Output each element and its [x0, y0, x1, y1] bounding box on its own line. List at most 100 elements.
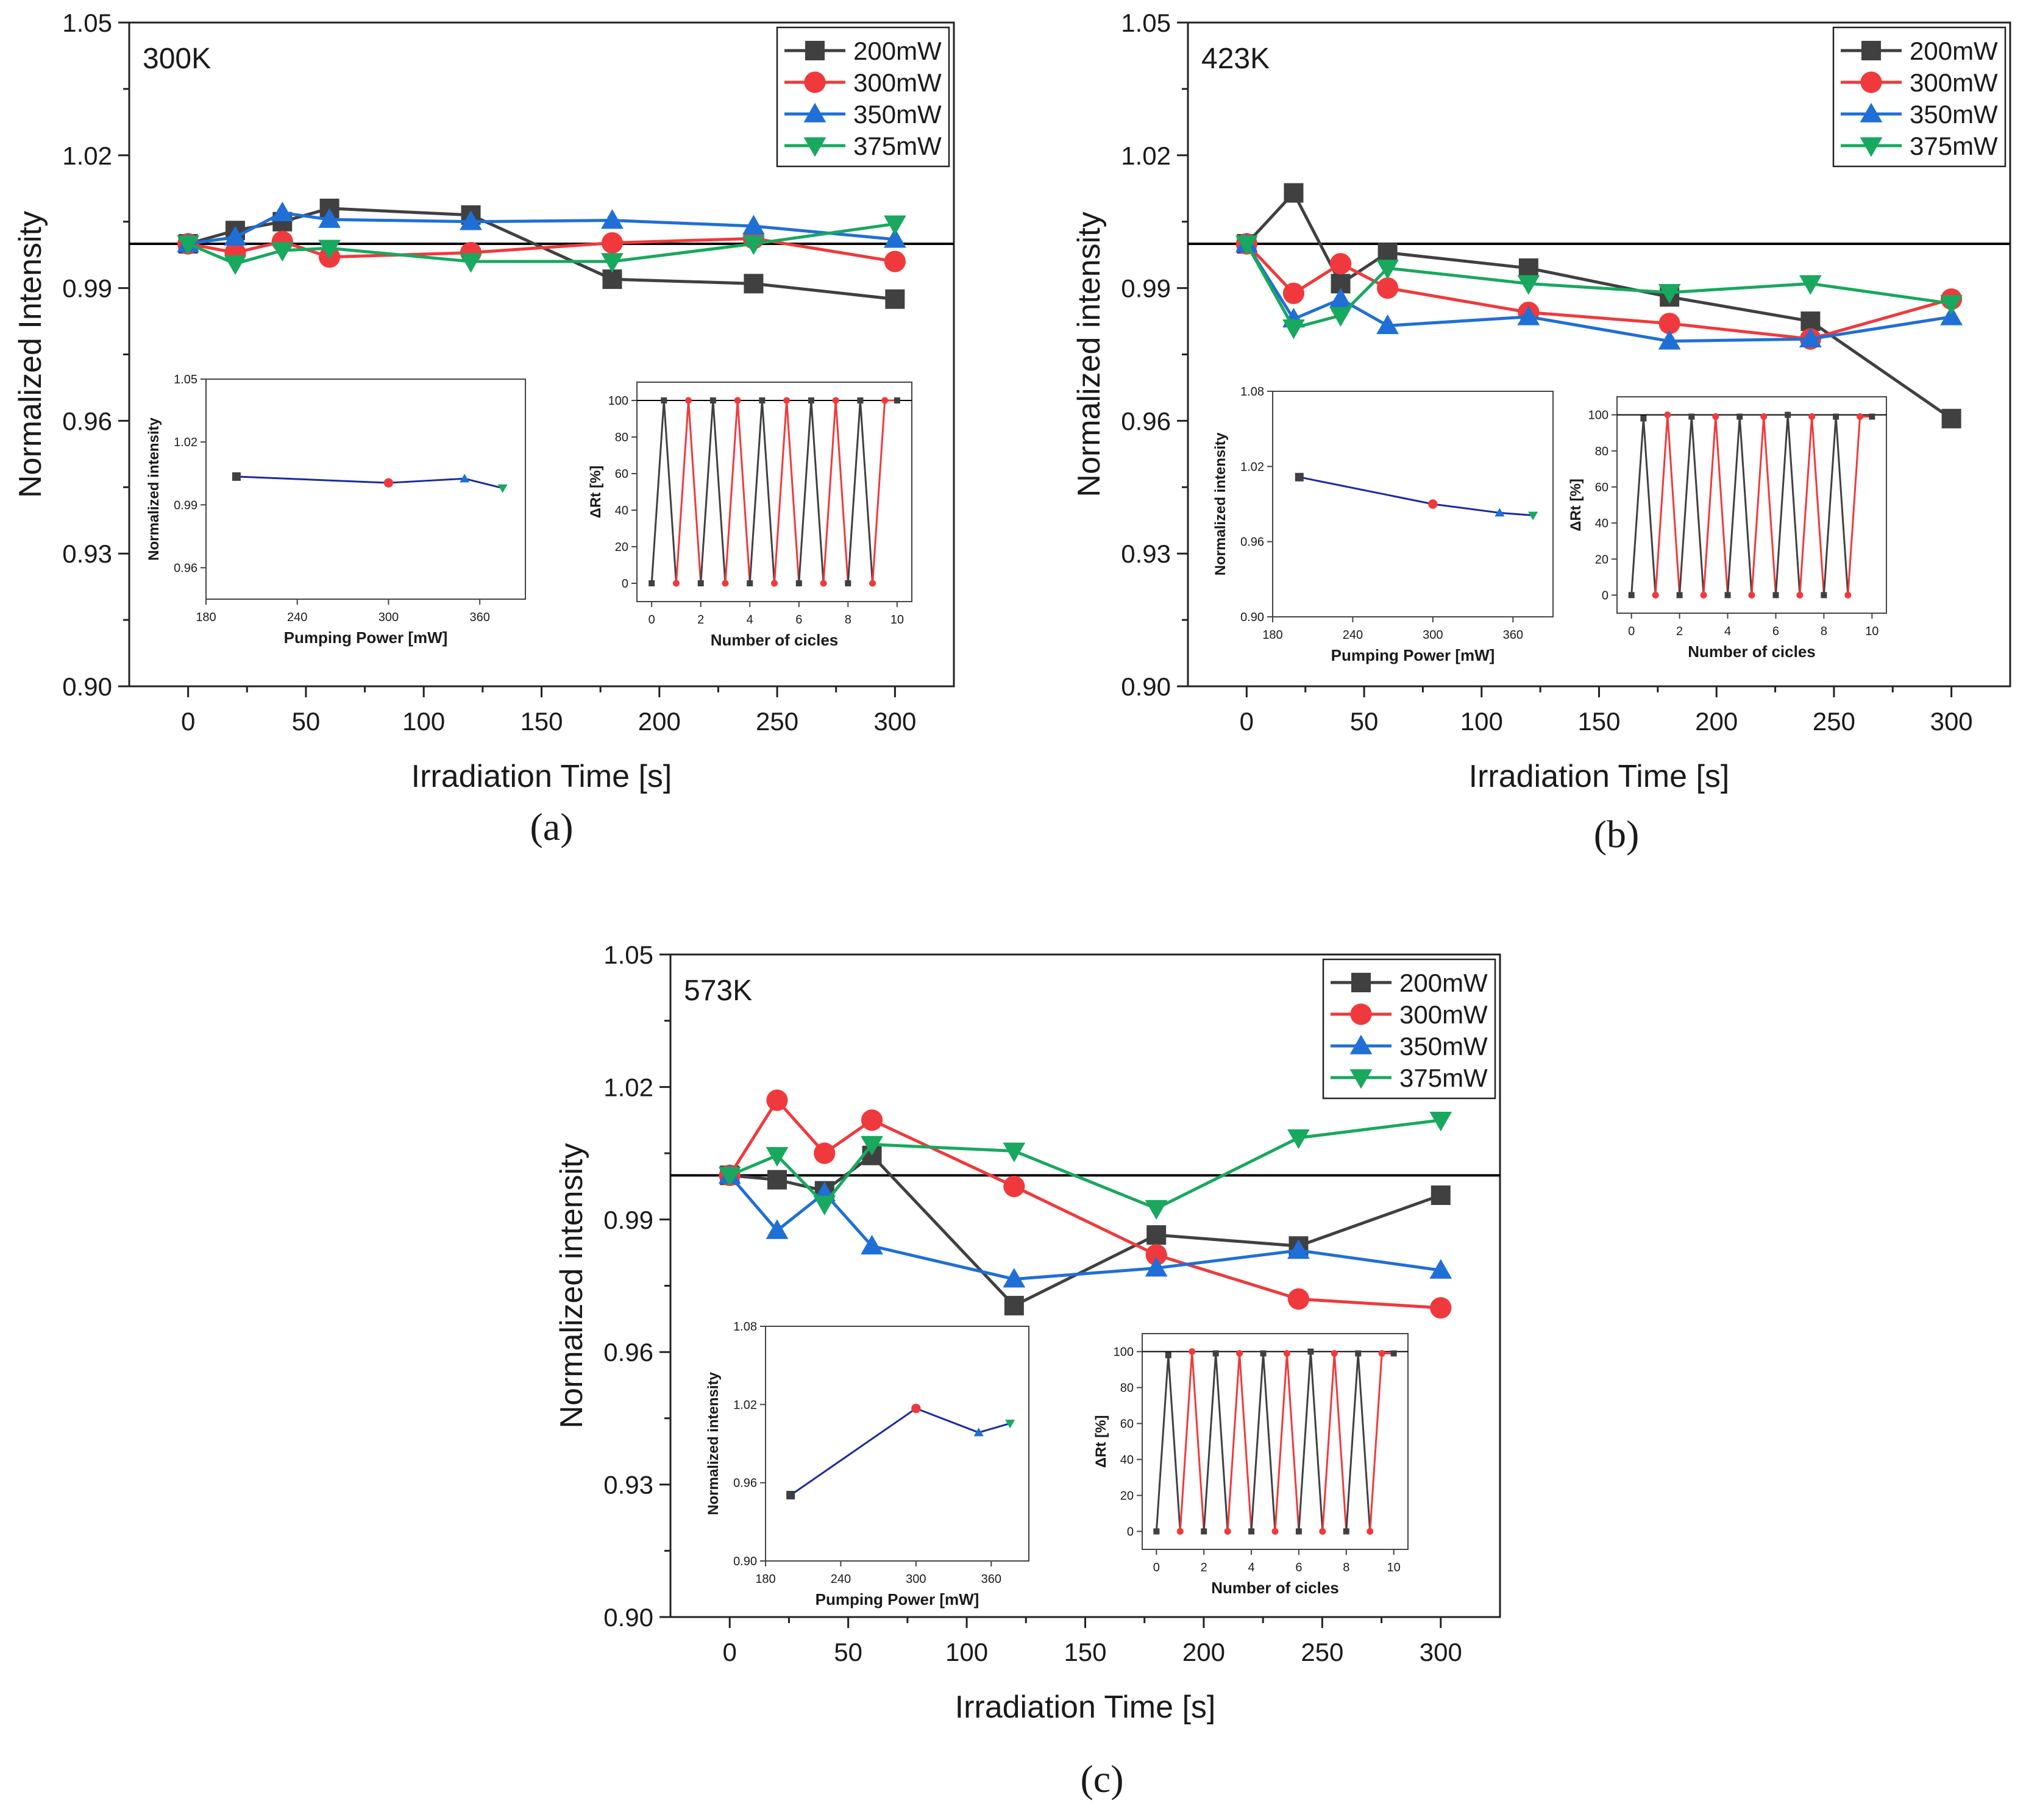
- cycle-segment: [1751, 416, 1765, 595]
- legend-marker: [1349, 1034, 1373, 1054]
- inset-line: [1299, 476, 1534, 516]
- inset-line: [236, 475, 503, 489]
- cycle-segment: [1345, 1353, 1359, 1532]
- cycle-point: [685, 397, 692, 404]
- panel-caption: (a): [530, 805, 573, 848]
- cycle-segment: [1654, 414, 1669, 595]
- cycle-point: [1857, 413, 1864, 421]
- inset-y-tick-label: 0.99: [174, 499, 197, 512]
- cycle-point: [661, 397, 667, 403]
- inset-y-tick-label: 1.02: [733, 1398, 757, 1412]
- data-point: [601, 209, 624, 229]
- cycle-point: [1712, 413, 1719, 421]
- inset-y-tick-label: 0.90: [1240, 611, 1264, 624]
- legend-label: 200mW: [853, 37, 942, 65]
- temperature-annotation: 573K: [684, 975, 752, 1007]
- inset-y-tick-label: 100: [608, 394, 628, 408]
- data-point: [1376, 260, 1399, 280]
- data-point: [883, 228, 906, 248]
- cycle-segment: [1274, 1353, 1288, 1532]
- inset-x-tick-label: 4: [747, 613, 753, 627]
- inset-power: 180 240 300 360 0.90 0.96 1.02 1.08 Pumping Powe…: [1212, 385, 1554, 664]
- inset-power: 180 240 300 360 0.96 0.99 1.02 1.05 Pumping Powe…: [146, 373, 526, 647]
- data-point: [1329, 307, 1352, 327]
- inset-x-tick-label: 240: [287, 611, 307, 624]
- inset-x-tick-label: 360: [981, 1573, 1001, 1586]
- cycle-point: [1821, 592, 1827, 599]
- inset-y-label: Normalized intensity: [1212, 432, 1229, 575]
- inset-x-tick-label: 0: [1628, 625, 1635, 638]
- inset-y-label: ΔRt [%]: [1568, 478, 1584, 531]
- data-point: [742, 235, 765, 255]
- cycle-segment: [1630, 418, 1644, 595]
- cycle-point: [1224, 1528, 1231, 1535]
- cycle-segment: [1702, 416, 1717, 595]
- data-point: [1377, 243, 1398, 263]
- x-axis: 0 50 100 150 200 250 300: [1240, 686, 1973, 736]
- cycle-segment: [1239, 1353, 1253, 1532]
- data-point: [883, 215, 906, 235]
- x-tick-label: 0: [181, 707, 195, 736]
- series-line: [188, 211, 895, 246]
- cycle-point: [1748, 591, 1755, 599]
- cycle-segment: [675, 400, 690, 584]
- cycle-point: [1676, 592, 1683, 599]
- inset-x-tick-label: 360: [1503, 628, 1523, 642]
- data-point: [1517, 305, 1540, 325]
- x-axis: 0 50 100 150 200 250 300: [181, 686, 916, 736]
- cycle-point: [759, 397, 766, 403]
- data-point: [1145, 1200, 1168, 1220]
- data-point: [767, 1170, 787, 1190]
- inset-x-tick-label: 360: [469, 611, 489, 624]
- data-point: [1282, 319, 1305, 339]
- cycle-segment: [1799, 416, 1813, 595]
- data-point: [177, 235, 200, 255]
- inset-y-tick-label: 40: [1595, 517, 1608, 530]
- legend-label: 300mW: [853, 68, 942, 97]
- legend-marker: [803, 102, 826, 123]
- inset-data-point: [911, 1404, 921, 1413]
- data-point: [1658, 313, 1680, 335]
- inset-data-point: [460, 474, 470, 483]
- data-point: [742, 215, 765, 235]
- inset-frame: [765, 1326, 1029, 1562]
- inset-frame: [1272, 391, 1554, 617]
- series-line: [729, 1153, 1441, 1308]
- cycle-point: [1700, 591, 1707, 599]
- data-point: [1284, 183, 1304, 203]
- cycle-point: [1176, 1528, 1184, 1535]
- inset-x-tick-label: 6: [1772, 625, 1779, 638]
- legend-marker: [1861, 41, 1881, 60]
- inset-x-tick-label: 10: [1865, 625, 1878, 638]
- x-tick-label: 150: [520, 707, 563, 736]
- data-point: [271, 201, 294, 221]
- cycle-point: [857, 397, 864, 403]
- cycle-point: [881, 397, 889, 404]
- inset-y-tick-label: 0: [1602, 589, 1608, 602]
- data-point: [460, 210, 482, 230]
- inset-x-tick-label: 180: [196, 611, 216, 624]
- data-point: [318, 208, 341, 228]
- cycle-point: [672, 580, 680, 587]
- inset-y-tick-label: 80: [615, 431, 628, 444]
- y-tick-label: 0.93: [603, 1471, 653, 1499]
- series-line: [1245, 190, 1953, 420]
- data-point: [1329, 288, 1352, 308]
- cycle-point: [869, 580, 876, 587]
- cycle-segment: [1690, 416, 1705, 595]
- data-point: [1287, 1239, 1310, 1259]
- series-line: [728, 1174, 1441, 1281]
- data-point: [885, 289, 905, 309]
- data-point: [766, 1089, 788, 1111]
- x-tick-label: 250: [1301, 1638, 1343, 1666]
- data-point: [1004, 1296, 1024, 1316]
- cycle-point: [1808, 413, 1816, 421]
- data-point: [744, 274, 764, 294]
- y-tick-label: 1.05: [603, 940, 653, 969]
- panel-b: 0 50 100 150 200 250 3000.900.930.960.991.021.…: [1072, 9, 2011, 856]
- data-point: [1799, 327, 1822, 347]
- cycle-point: [722, 580, 729, 587]
- x-tick-label: 100: [402, 707, 445, 736]
- inset-data-point: [1528, 511, 1538, 521]
